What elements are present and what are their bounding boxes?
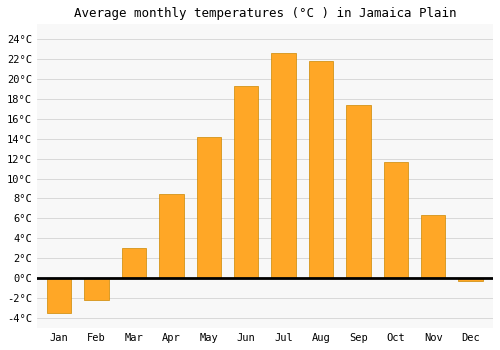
Title: Average monthly temperatures (°C ) in Jamaica Plain: Average monthly temperatures (°C ) in Ja… xyxy=(74,7,456,20)
Bar xyxy=(309,61,333,278)
Bar xyxy=(122,248,146,278)
Bar xyxy=(384,162,408,278)
Bar xyxy=(160,194,184,278)
Bar xyxy=(421,216,446,278)
Bar xyxy=(84,278,109,300)
Bar xyxy=(346,105,370,278)
Bar xyxy=(458,278,483,281)
Bar xyxy=(272,53,296,278)
Bar xyxy=(196,136,221,278)
Bar xyxy=(47,278,72,313)
Bar xyxy=(234,86,258,278)
